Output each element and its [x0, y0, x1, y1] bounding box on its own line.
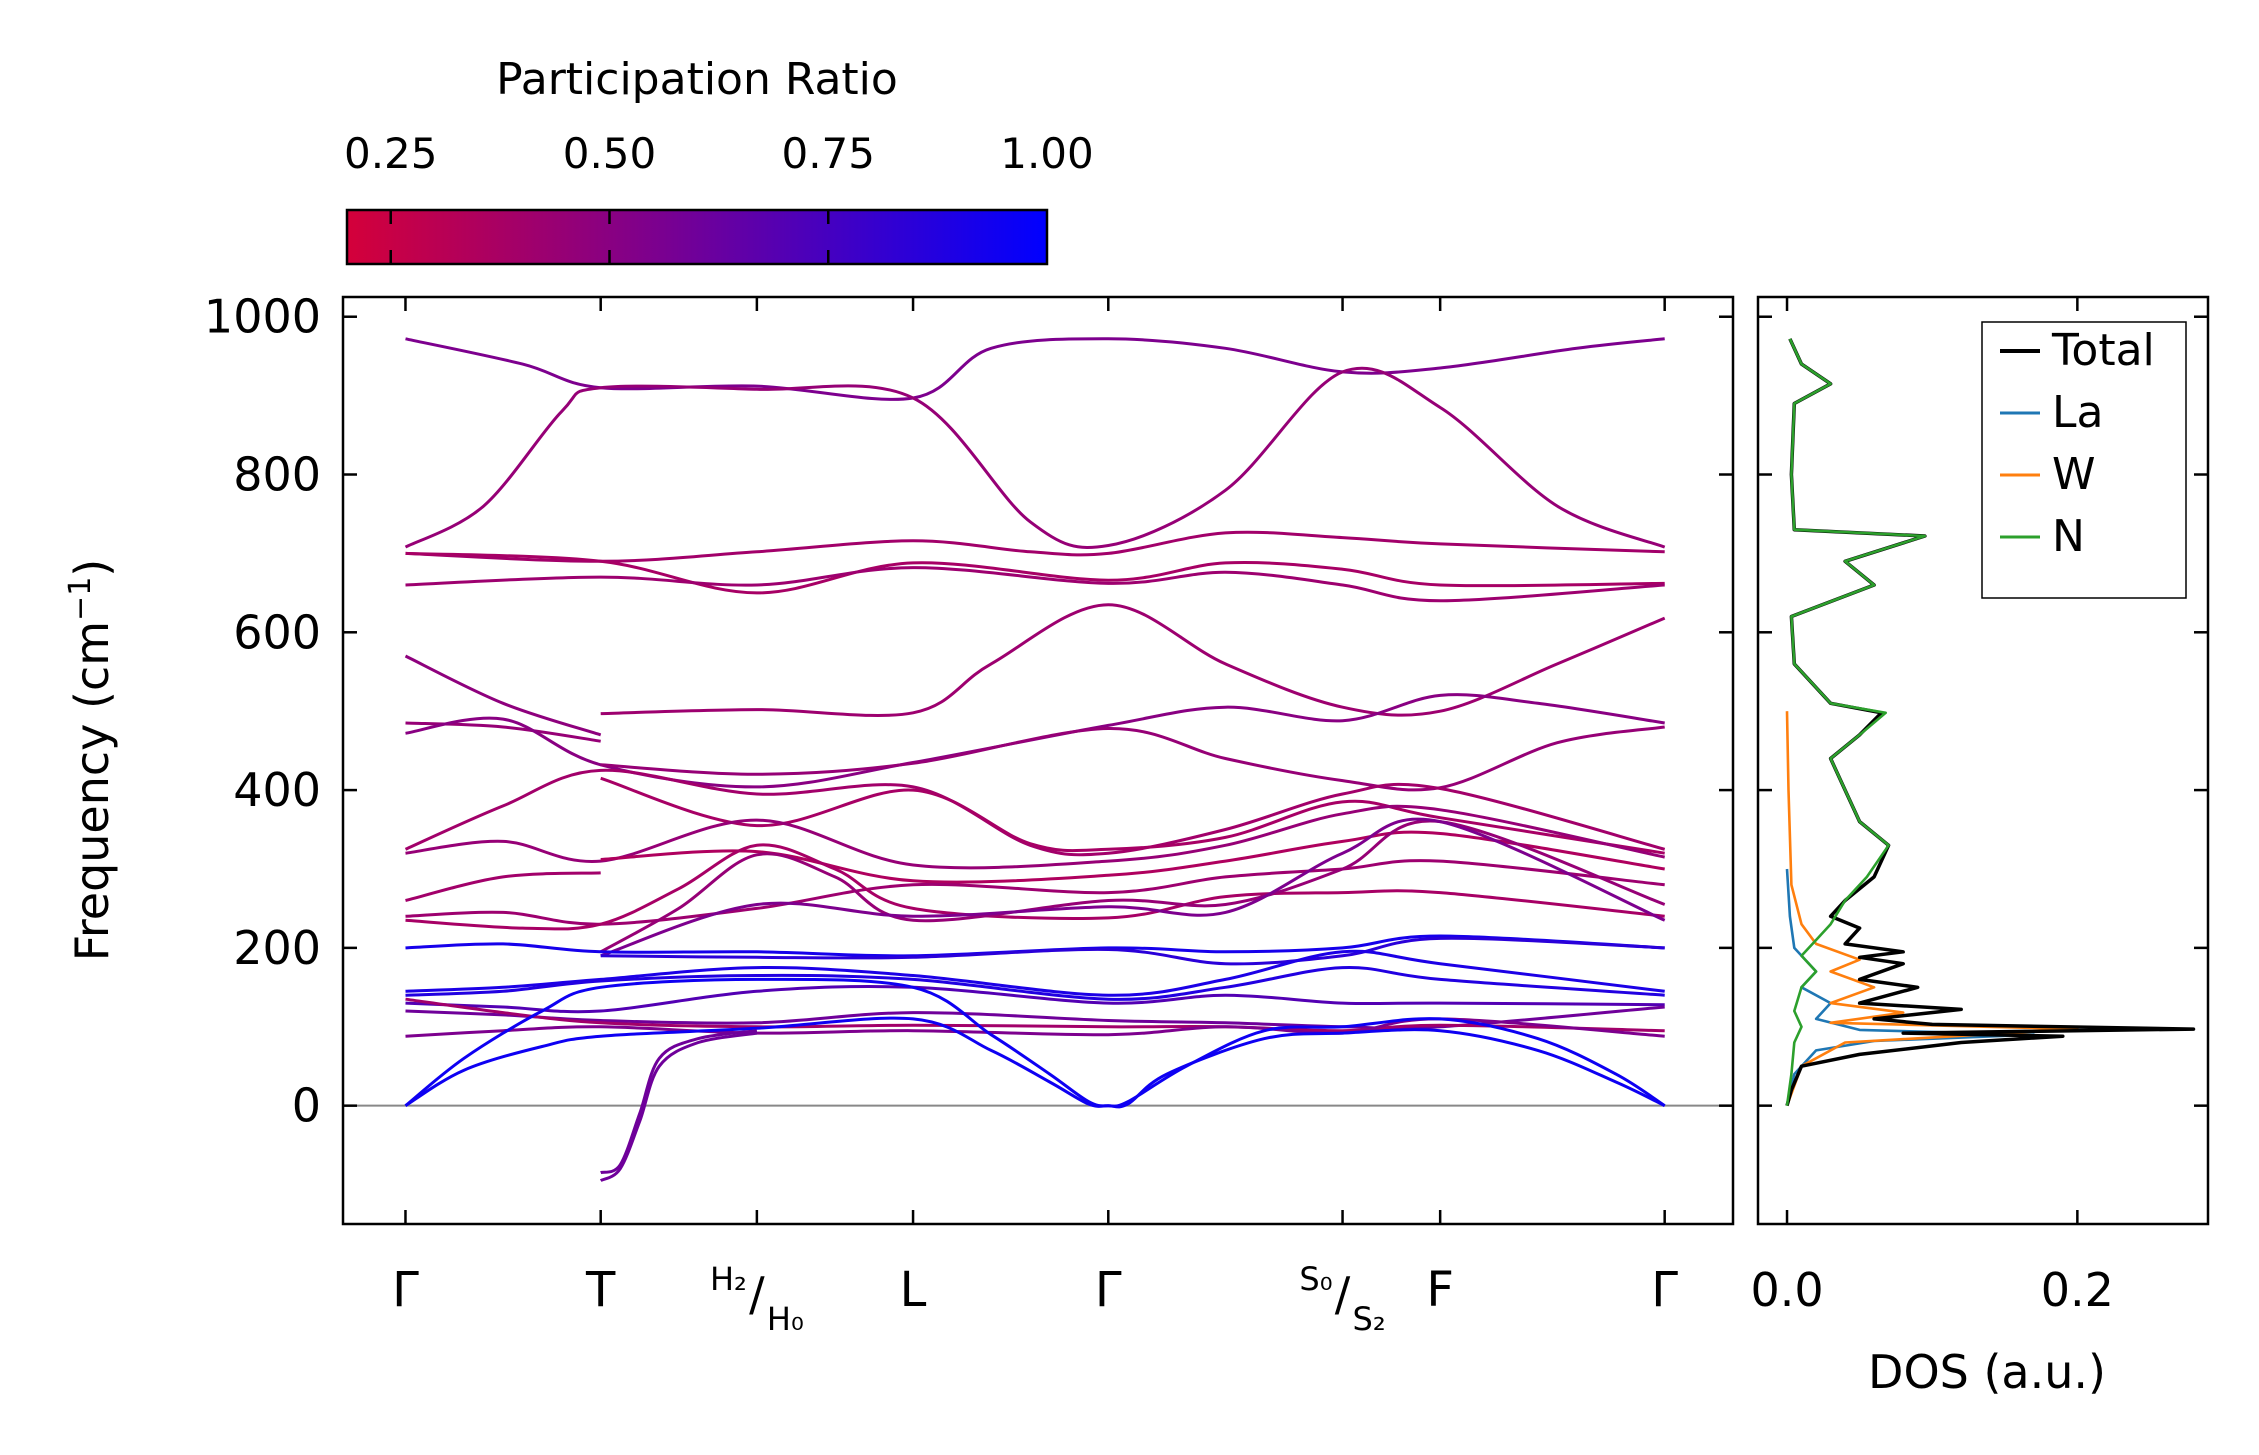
kpoint-label: L [900, 1262, 927, 1318]
kpoint-label-upper: H₂ [710, 1260, 747, 1298]
dos-line-n [1785, 338, 1927, 1106]
kpath-ticks: Γ T H₂ / H₀L Γ S₀ / S₂F Γ [392, 297, 1678, 1338]
phonon-band [600, 936, 1665, 966]
dos-axis-ticks: 0.0 0.2 [1750, 297, 2208, 1317]
frequency-axis-label-text: Frequency (cm [65, 621, 119, 961]
kpoint-label-slash: / [749, 1267, 765, 1321]
phonon-band [405, 843, 1665, 931]
phonon-band [600, 603, 1666, 717]
dos-axis-label: DOS (a.u.) [1868, 1345, 2106, 1399]
dos-x-tick-label: 0.0 [1750, 1263, 1823, 1317]
kpoint-label-lower: H₀ [767, 1300, 804, 1338]
legend-label: Total [2051, 325, 2155, 376]
legend-label: N [2052, 511, 2085, 562]
y-tick-label: 400 [233, 763, 321, 817]
phonon-band [404, 977, 1666, 1108]
kpoint-label-split: H₂ / H₀ [710, 1260, 804, 1338]
colorbar-tick-label: 0.75 [781, 129, 875, 178]
phonon-band [405, 859, 1665, 926]
colorbar-tick-label: 1.00 [1000, 129, 1094, 178]
dos-x-tick-label: 0.2 [2041, 1263, 2114, 1317]
dos-line-la [1785, 868, 2036, 1106]
frequency-axis-ticks: 0 200 400 600 800 1000 [204, 290, 1733, 1133]
phonon-band [405, 551, 1665, 595]
phonon-band [404, 654, 602, 737]
phonon-band [405, 337, 1665, 401]
legend-label: W [2052, 449, 2096, 500]
colorbar: Participation Ratio 0.25 0.50 0.75 1.00 [344, 54, 1094, 266]
phonon-band [600, 1029, 758, 1175]
phonon-band [405, 1005, 1665, 1030]
y-tick-label: 600 [233, 605, 321, 659]
colorbar-bar [345, 208, 1049, 266]
phonon-band [405, 530, 1665, 563]
dispersion-frame [341, 295, 1735, 1226]
phonon-band [405, 804, 1666, 870]
phonon-band [405, 566, 1665, 603]
kpoint-label-split: S₀ / S₂ [1299, 1260, 1385, 1338]
kpoint-label: T [585, 1262, 616, 1318]
kpoint-label-upper: S₀ [1299, 1260, 1332, 1298]
frequency-axis-label-close: ) [65, 559, 119, 577]
dos-legend: Total La WN [1981, 321, 2187, 599]
phonon-band [405, 985, 1665, 1014]
phonon-band [404, 366, 1666, 549]
dos-line-w [1785, 711, 2079, 1107]
phonon-bands [404, 337, 1666, 1182]
phonon-band [405, 949, 1665, 997]
dos-series [1785, 338, 2196, 1107]
y-tick-label: 800 [233, 448, 321, 502]
phonon-band [599, 1031, 758, 1182]
kpoint-label: Γ [1095, 1262, 1122, 1318]
phonon-band [600, 725, 1665, 792]
legend-items: Total La WN [2000, 325, 2155, 562]
kpoint-label: F [1426, 1262, 1454, 1318]
frequency-axis-label-exponent: −1 [63, 577, 98, 621]
phonon-band [600, 817, 1666, 958]
colorbar-tick-label: 0.50 [563, 129, 657, 178]
phonon-band [405, 965, 1665, 1001]
phonon-band [405, 721, 601, 743]
legend-box [1981, 321, 2187, 599]
kpoint-label-lower: S₂ [1353, 1300, 1386, 1338]
kpoint-label-slash: / [1335, 1267, 1351, 1321]
dos-frame [1756, 295, 2210, 1226]
colorbar-title: Participation Ratio [496, 54, 898, 105]
phonon-band [404, 1016, 1666, 1109]
legend-label: La [2052, 387, 2103, 438]
phonon-band [405, 871, 601, 902]
y-tick-label: 200 [233, 921, 321, 975]
dos-panel: 0.0 0.2 DOS (a.u.) Total La WN [1750, 295, 2210, 1399]
phonon-band [600, 776, 1665, 855]
colorbar-ticks: 0.25 0.50 0.75 1.00 [344, 129, 1094, 264]
colorbar-tick-label: 0.25 [344, 129, 438, 178]
kpoint-label: Γ [1651, 1262, 1678, 1318]
y-tick-label: 1000 [204, 290, 321, 344]
kpoint-label: Γ [392, 1262, 419, 1318]
phonon-band [599, 819, 1666, 954]
frequency-axis-label: Frequency (cm−1) [63, 559, 119, 962]
phonon-band [404, 768, 1666, 857]
phonon-band [405, 997, 1665, 1033]
y-tick-label: 0 [292, 1079, 321, 1133]
